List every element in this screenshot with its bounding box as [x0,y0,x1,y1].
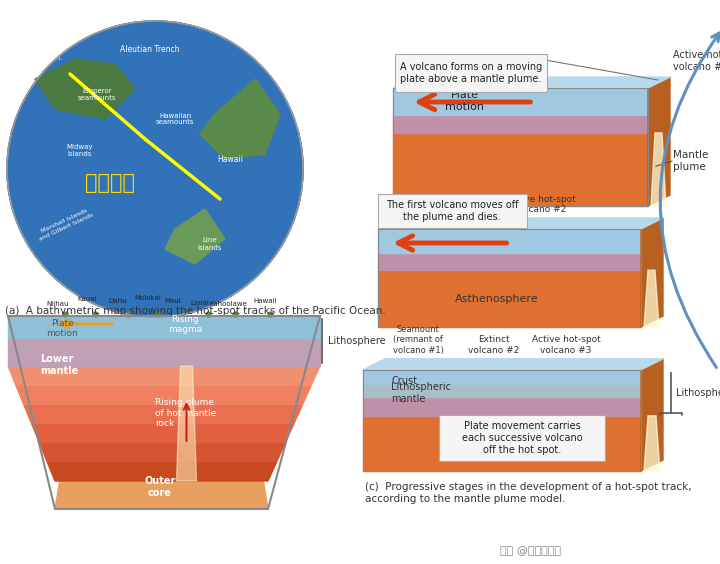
Text: (c)  Progressive stages in the development of a hot-spot track,
according to the: (c) Progressive stages in the developmen… [365,482,692,504]
Text: Aleutian Trench: Aleutian Trench [120,45,180,54]
Text: Lithosphere: Lithosphere [676,388,720,398]
Polygon shape [393,133,648,206]
Polygon shape [176,366,197,481]
Text: Kauai: Kauai [77,296,96,302]
Text: Rising
magma: Rising magma [168,315,202,334]
Text: Maui: Maui [165,298,181,304]
Polygon shape [644,416,660,471]
Text: Lanai: Lanai [191,300,210,306]
Text: Mantle
plume: Mantle plume [673,151,708,172]
Polygon shape [393,77,670,88]
Text: Asthenosphere: Asthenosphere [454,294,538,305]
Text: Extinct
volcano #1: Extinct volcano #1 [420,195,472,214]
Text: Outer
core: Outer core [144,477,176,498]
Text: Line
Islands: Line Islands [198,237,222,250]
Text: Plate movement carries
each successive volcano
off the hot spot.: Plate movement carries each successive v… [462,421,582,455]
Text: The first volcano moves off
the plume and dies.: The first volcano moves off the plume an… [386,200,518,222]
Text: Hawaii: Hawaii [253,298,276,304]
Polygon shape [378,218,663,229]
Polygon shape [363,398,641,416]
Polygon shape [378,270,641,327]
Text: Crust: Crust [391,376,417,386]
Polygon shape [393,115,648,133]
FancyBboxPatch shape [439,415,605,461]
Text: 运动转向: 运动转向 [85,173,135,193]
Polygon shape [200,79,280,159]
Polygon shape [35,59,135,119]
Polygon shape [40,443,285,462]
Text: Oahu: Oahu [109,298,127,304]
Text: Kuri
Tren.: Kuri Tren. [47,47,63,60]
Polygon shape [393,88,648,115]
Polygon shape [55,479,268,509]
Polygon shape [8,366,320,385]
FancyBboxPatch shape [378,194,527,228]
Polygon shape [651,133,666,206]
Polygon shape [378,253,641,270]
Polygon shape [8,316,320,338]
Text: Midway
Islands: Midway Islands [67,144,94,157]
Text: Plate
motion: Plate motion [445,90,484,112]
Polygon shape [363,370,641,384]
Text: Hawaii: Hawaii [217,155,243,164]
Text: Seamount
(remnant of
volcano #1): Seamount (remnant of volcano #1) [392,325,444,355]
Polygon shape [32,424,294,443]
Polygon shape [644,270,659,327]
Text: Molokai: Molokai [135,295,161,301]
Polygon shape [165,209,225,264]
Polygon shape [7,21,303,317]
Text: Marshall Islands
and Gilbert Islands: Marshall Islands and Gilbert Islands [36,206,94,241]
Polygon shape [363,359,663,370]
Polygon shape [16,385,311,404]
Polygon shape [641,359,663,471]
Text: Lithospheric
mantle: Lithospheric mantle [391,382,451,404]
Polygon shape [363,384,641,398]
Text: Rising plume
of hot mantle
rock: Rising plume of hot mantle rock [155,398,216,428]
Text: (a)  A bathymetric map showing the hot-spot tracks of the Pacific Ocean.: (a) A bathymetric map showing the hot-sp… [5,306,386,316]
Text: Lower
mantle: Lower mantle [40,354,78,376]
Text: Emperor
seamounts: Emperor seamounts [78,87,116,100]
Text: Hawaiian
seamounts: Hawaiian seamounts [156,112,194,126]
Polygon shape [24,404,302,424]
Text: 知乎 @青铜马弓手: 知乎 @青铜马弓手 [500,546,561,556]
Text: A volcano forms on a moving
plate above a mantle plume.: A volcano forms on a moving plate above … [400,62,542,84]
Text: Niihau: Niihau [47,301,69,307]
Text: Kahoolawe: Kahoolawe [209,301,247,307]
Polygon shape [8,338,320,366]
Circle shape [7,21,303,317]
FancyBboxPatch shape [395,54,547,92]
Polygon shape [648,77,670,206]
Text: Plate
motion: Plate motion [46,319,78,338]
FancyArrowPatch shape [660,33,719,368]
Polygon shape [641,218,663,327]
Polygon shape [363,416,641,471]
Polygon shape [48,462,276,481]
Polygon shape [378,229,641,253]
Text: Active hot-spot
volcano #3: Active hot-spot volcano #3 [531,336,600,355]
Text: Active hot-spot
volcano #1: Active hot-spot volcano #1 [673,50,720,72]
Text: Lithosphere: Lithosphere [328,336,386,346]
Text: Asthenosphere: Asthenosphere [460,440,544,450]
Text: Extinct
volcano #2: Extinct volcano #2 [468,336,519,355]
Text: Active hot-spot
volcano #2: Active hot-spot volcano #2 [507,195,575,214]
Polygon shape [7,21,303,317]
